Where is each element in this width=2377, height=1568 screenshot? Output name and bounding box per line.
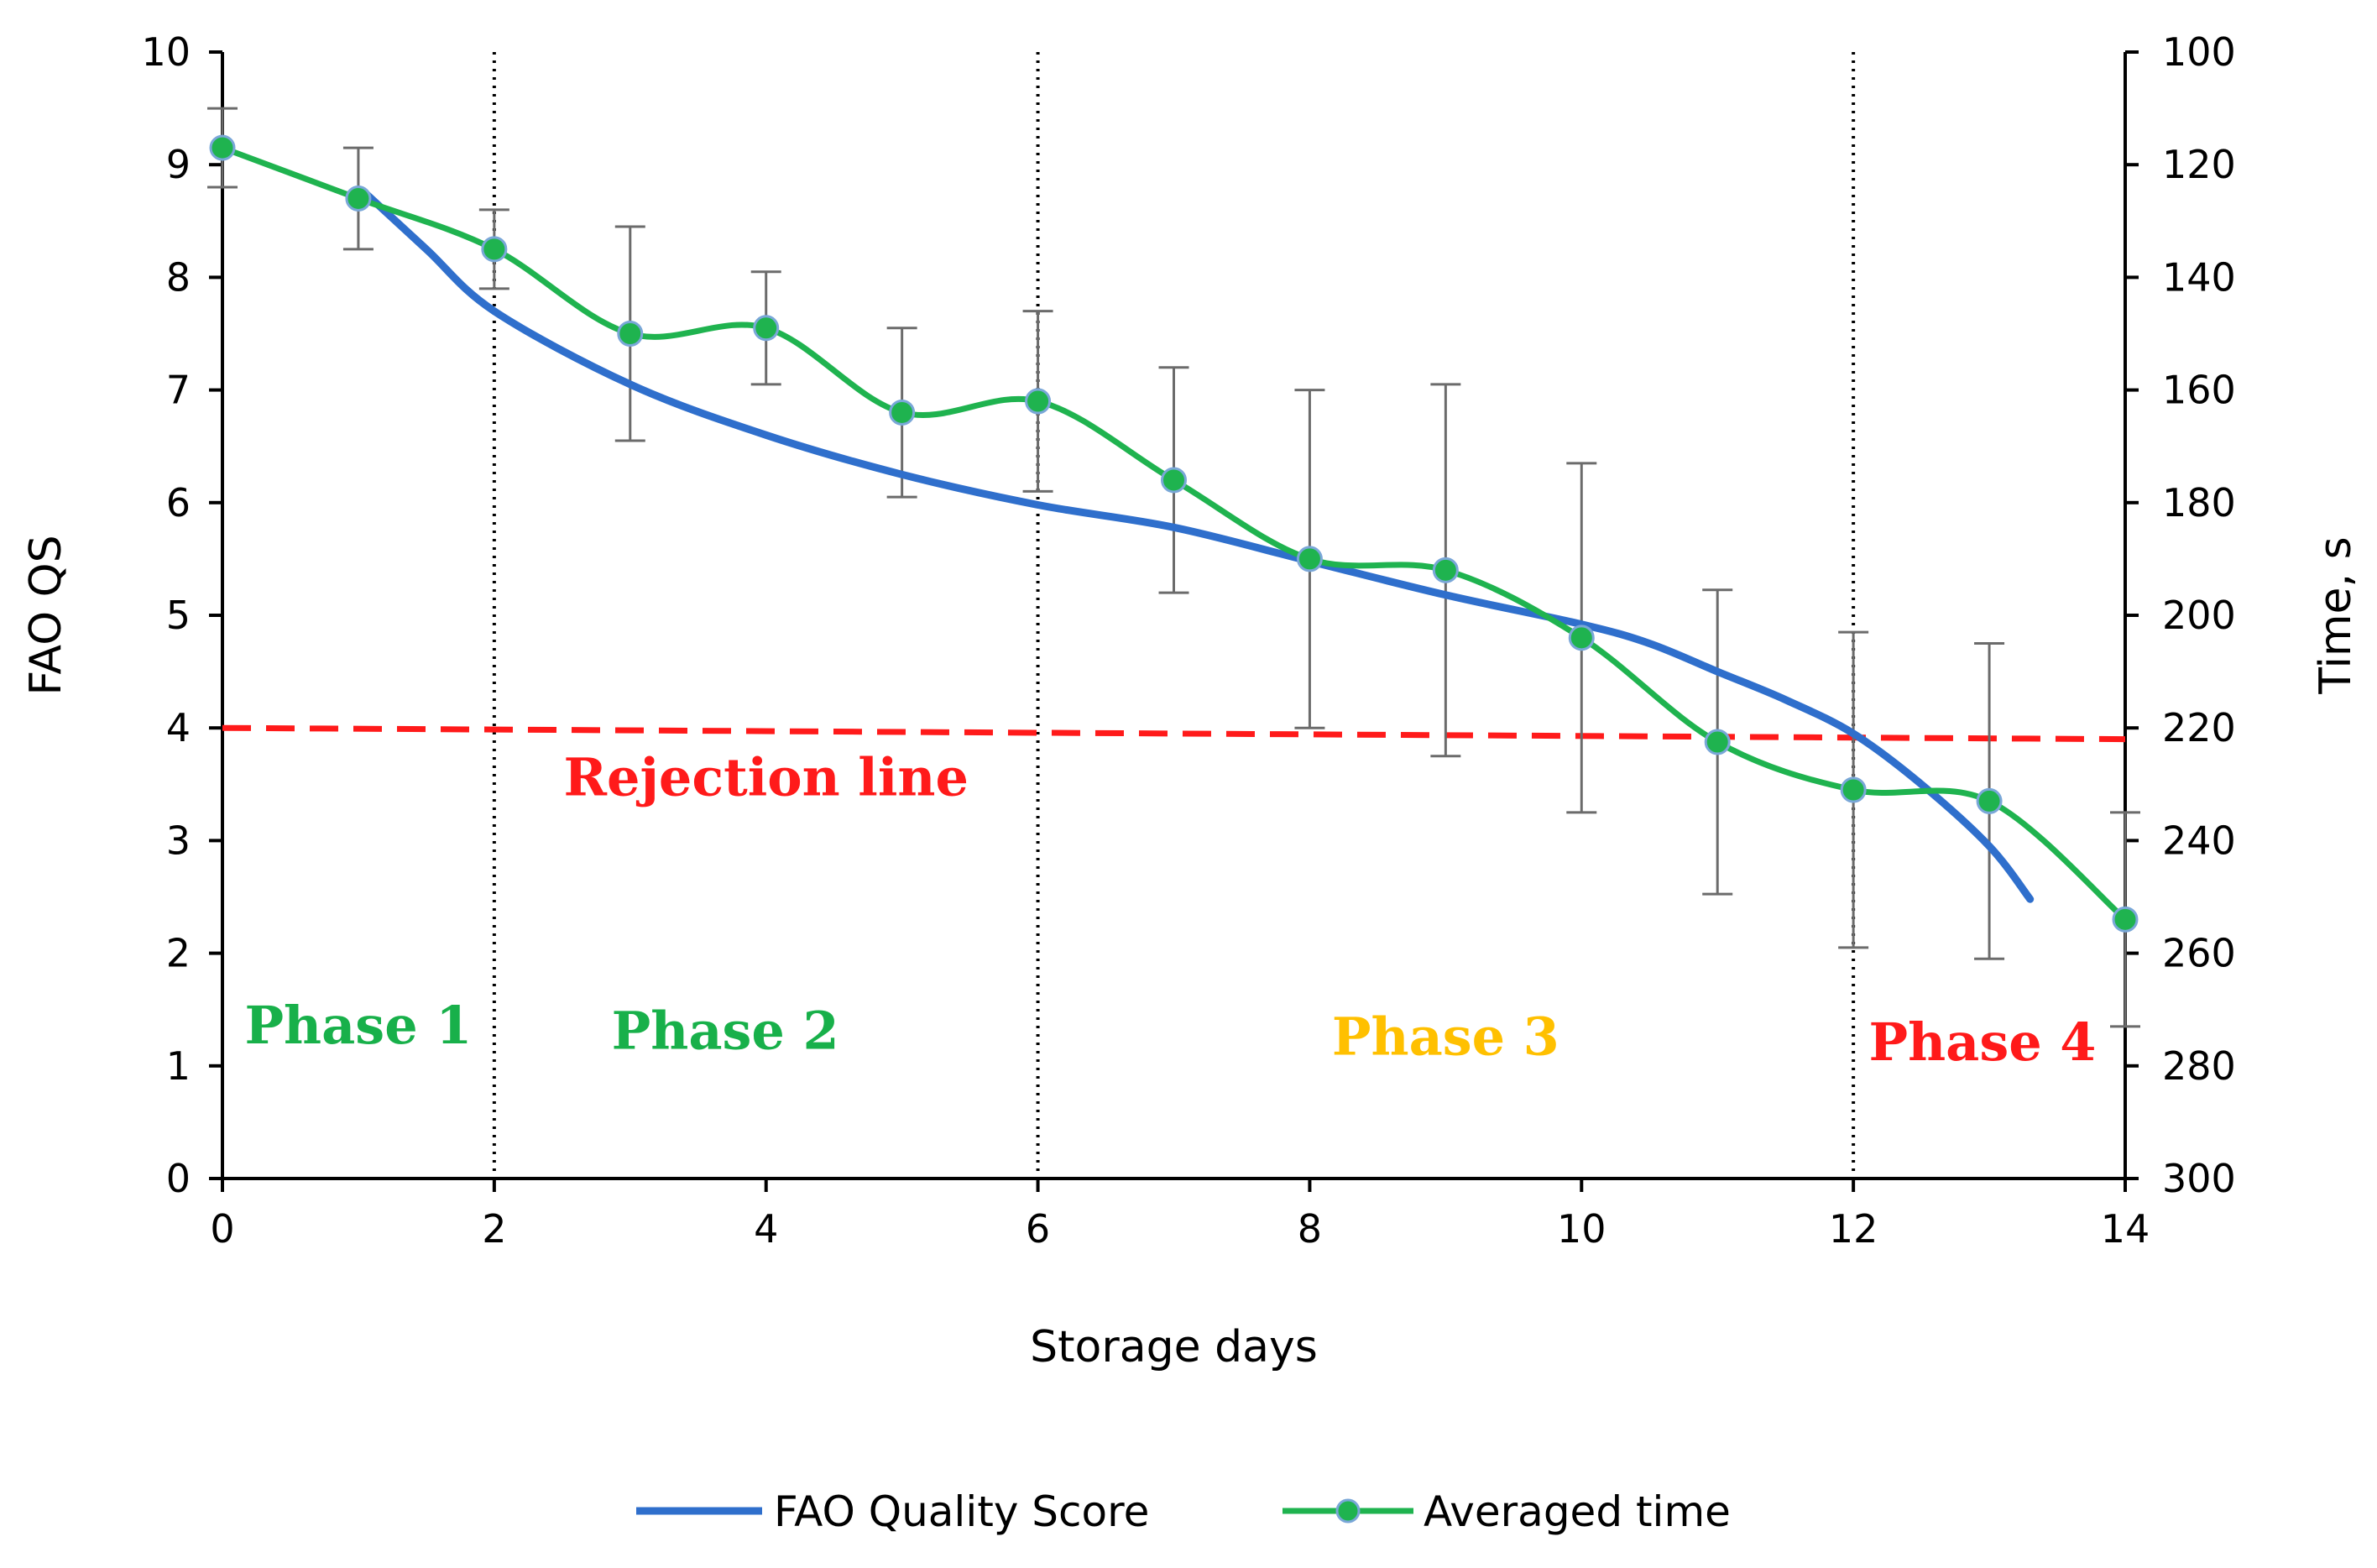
y-tick-label: 6: [166, 480, 191, 525]
y-tick-label: 5: [166, 593, 191, 638]
y-tick-label: 4: [166, 705, 191, 750]
series-markers: [209, 134, 2139, 933]
x-tick-label: 8: [1298, 1206, 1322, 1252]
error-bars: [207, 107, 2140, 1028]
y-tick-label: 2: [166, 931, 191, 976]
y2-tick-label: 300: [2162, 1156, 2236, 1201]
annotation-phase-3: Phase 3: [1332, 1006, 1559, 1067]
x-tick-label: 12: [1829, 1206, 1878, 1252]
y2-tick-label: 240: [2162, 818, 2236, 863]
y-tick-label: 0: [166, 1156, 191, 1201]
y2-axis-title: Time, s: [2311, 536, 2361, 694]
legend: FAO Quality Score Averaged time: [636, 1487, 1731, 1536]
y-tick-label: 8: [166, 254, 191, 300]
y2-tick-label: 280: [2162, 1043, 2236, 1089]
y2-tick-label: 260: [2162, 931, 2236, 976]
annotation-phase-4: Phase 4: [1868, 1011, 2096, 1073]
data-point-averaged-time: [209, 134, 236, 161]
phase-dividers: [492, 52, 1856, 1179]
data-point-averaged-time: [345, 185, 372, 212]
data-point-averaged-time: [1432, 557, 1459, 583]
y-tick-label: 9: [166, 142, 191, 187]
y2-tick-label: 200: [2162, 593, 2236, 638]
y-tick-label: 7: [166, 368, 191, 413]
x-tick-label: 10: [1557, 1206, 1606, 1252]
y2-tick-label: 220: [2162, 705, 2236, 750]
x-tick-label: 14: [2101, 1206, 2150, 1252]
y2-tick-label: 180: [2162, 480, 2236, 525]
legend-marker-averaged-time: [1335, 1498, 1361, 1524]
data-point-averaged-time: [889, 399, 916, 426]
x-axis-title: Storage days: [1030, 1322, 1318, 1372]
annotations: Phase 1 Phase 2 Phase 3 Phase 4 Rejection li…: [244, 747, 2096, 1073]
x-tick-label: 2: [482, 1206, 506, 1252]
annotation-rejection-line: Rejection line: [563, 747, 968, 808]
data-point-averaged-time: [1704, 729, 1731, 755]
rejection-line: [222, 724, 2126, 743]
y-tick-label: 3: [166, 818, 191, 863]
y-axis-title: FAO QS: [21, 535, 71, 695]
legend-label-averaged-time: Averaged time: [1424, 1487, 1731, 1536]
data-point-averaged-time: [1025, 388, 1052, 415]
data-point-averaged-time: [2112, 906, 2139, 933]
legend-label-fao-quality-score: FAO Quality Score: [774, 1487, 1149, 1536]
data-point-averaged-time: [1568, 625, 1595, 651]
y-tick-label: 10: [141, 29, 191, 75]
y2-tick-label: 120: [2162, 142, 2236, 187]
y2-tick-label: 100: [2162, 29, 2236, 75]
x-tick-label: 0: [210, 1206, 234, 1252]
data-point-averaged-time: [1161, 467, 1187, 494]
data-point-averaged-time: [1976, 787, 2003, 814]
x-tick-label: 6: [1026, 1206, 1050, 1252]
annotation-phase-2: Phase 2: [612, 1001, 839, 1062]
reference-lines: [222, 724, 2126, 743]
y-tick-label: 1: [166, 1043, 191, 1089]
axes: [221, 52, 2127, 1180]
data-point-averaged-time: [1840, 776, 1867, 803]
data-point-averaged-time: [617, 321, 644, 347]
data-point-averaged-time: [753, 315, 780, 342]
data-point-averaged-time: [481, 236, 508, 263]
annotation-phase-1: Phase 1: [244, 995, 472, 1056]
y2-tick-label: 140: [2162, 254, 2236, 300]
x-tick-label: 4: [754, 1206, 778, 1252]
y2-tick-label: 160: [2162, 368, 2236, 413]
data-point-averaged-time: [1296, 546, 1323, 572]
